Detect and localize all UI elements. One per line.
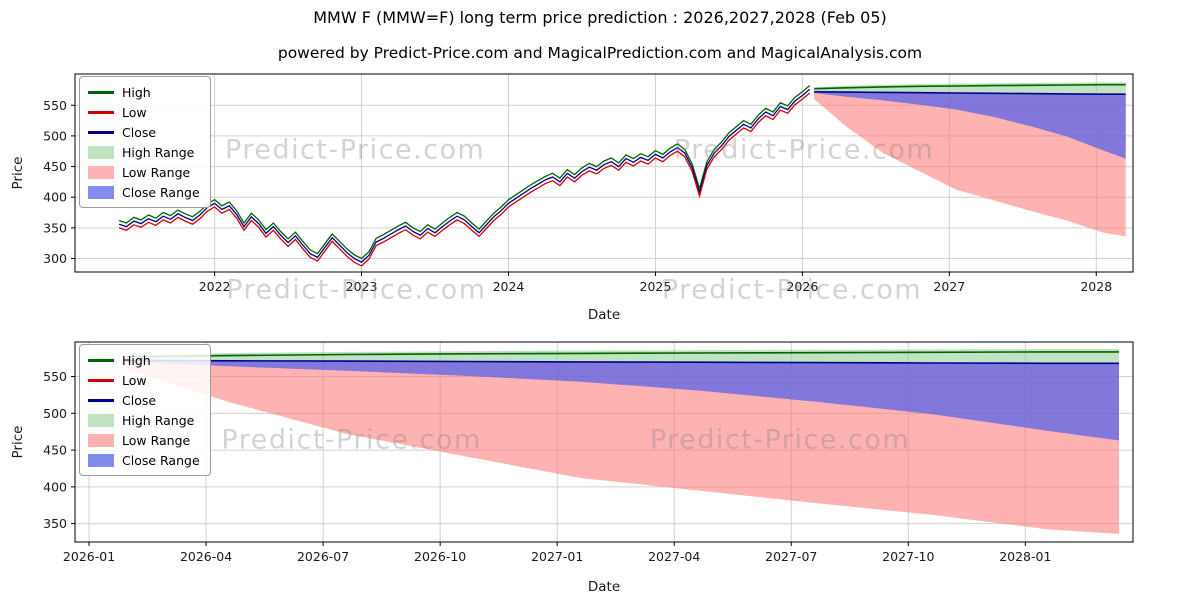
x-tick-label: 2026-10	[414, 549, 466, 564]
legend-item: Low	[88, 370, 200, 390]
close-line-prediction	[126, 359, 1119, 365]
legend-label: Low	[122, 104, 147, 120]
legend-label: High Range	[122, 412, 195, 428]
y-tick-label: 550	[43, 98, 67, 113]
high-line-prediction	[126, 351, 1119, 358]
x-tick-label: 2028	[1080, 279, 1112, 294]
legend-swatch-low	[88, 110, 114, 114]
y-axis-label: Price	[10, 157, 26, 190]
x-tick-label: 2026-04	[180, 549, 232, 564]
x-tick-label: 2027-04	[648, 549, 700, 564]
legend-item: High Range	[88, 142, 200, 162]
price-history-chart: 2022 2023 2024 2025 2026 2027 2028 300 350 400 450…	[0, 60, 1200, 328]
legend-item: High	[88, 350, 200, 370]
close-range-area	[814, 91, 1126, 159]
x-axis-label: Date	[588, 579, 620, 595]
chart-subtitle: powered by Predict-Price.com and Magical…	[277, 44, 923, 62]
x-tick-label: 2027	[933, 279, 965, 294]
y-tick-label: 300	[43, 251, 67, 266]
y-axis-label: Price	[10, 426, 26, 459]
y-tick-label: 400	[43, 479, 67, 494]
close-line-prediction	[814, 91, 1126, 95]
legend-label: Close	[122, 124, 157, 140]
legend-label: High	[122, 84, 151, 100]
legend-swatch-low	[88, 378, 114, 382]
plot-frame	[74, 341, 1134, 543]
legend-item: High Range	[88, 410, 200, 430]
legend-label: Low Range	[122, 164, 191, 180]
x-tick-label: 2024	[493, 279, 525, 294]
legend-label: Close Range	[122, 184, 200, 200]
legend-item: Close Range	[88, 450, 200, 470]
legend: High Low Close High Range Low Range Close Ran…	[79, 76, 211, 208]
legend-item: Low Range	[88, 162, 200, 182]
legend-label: High Range	[122, 144, 195, 160]
legend-label: Close	[122, 392, 157, 408]
y-tick-label: 450	[43, 159, 67, 174]
close-range-area	[126, 360, 1119, 441]
y-tick-label: 350	[43, 220, 67, 235]
legend-item: Close	[88, 122, 200, 142]
x-tick-label: 2027-01	[531, 549, 583, 564]
y-tick-label: 400	[43, 190, 67, 205]
y-tick-label: 500	[43, 128, 67, 143]
low-line-history	[118, 92, 811, 267]
legend-swatch-close	[88, 398, 114, 402]
high-line-history	[118, 85, 811, 260]
legend-swatch-low-range	[88, 433, 114, 447]
legend-swatch-high-range	[88, 413, 114, 427]
y-tick-label: 350	[43, 516, 67, 531]
legend-item: Close	[88, 390, 200, 410]
legend-label: Close Range	[122, 452, 200, 468]
x-tick-label: 2026	[786, 279, 818, 294]
prediction-zoom-plot: 2026-01 2026-04 2026-07 2026-10 2027-01 2027-…	[10, 341, 1134, 595]
legend-swatch-close-range	[88, 453, 114, 467]
legend: High Low Close High Range Low Range Close Ran…	[79, 344, 211, 476]
legend-swatch-high	[88, 90, 114, 94]
legend-item: High	[88, 82, 200, 102]
legend-swatch-high-range	[88, 145, 114, 159]
price-history-plot: 2022 2023 2024 2025 2026 2027 2028 300 350 400 450…	[10, 73, 1134, 323]
y-tick-label: 450	[43, 443, 67, 458]
chart-title: MMW F (MMW=F) long term price prediction…	[313, 8, 887, 27]
legend-swatch-high	[88, 358, 114, 362]
legend-item: Low	[88, 102, 200, 122]
x-tick-label: 2027-10	[882, 549, 934, 564]
y-tick-label: 500	[43, 406, 67, 421]
legend-item: Low Range	[88, 430, 200, 450]
plot-frame	[74, 73, 1134, 273]
legend-swatch-low-range	[88, 165, 114, 179]
x-tick-label: 2026-01	[63, 549, 115, 564]
x-tick-label: 2026-07	[297, 549, 349, 564]
prediction-zoom-chart: 2026-01 2026-04 2026-07 2026-10 2027-01 2027-…	[0, 330, 1200, 600]
x-tick-label: 2028-01	[999, 549, 1051, 564]
y-tick-label: 550	[43, 369, 67, 384]
close-line-history	[118, 88, 811, 263]
legend-item: Close Range	[88, 182, 200, 202]
legend-label: Low Range	[122, 432, 191, 448]
x-tick-label: 2023	[346, 279, 378, 294]
high-line-prediction	[814, 83, 1126, 90]
x-axis-label: Date	[588, 307, 620, 323]
legend-swatch-close	[88, 130, 114, 134]
x-tick-label: 2022	[199, 279, 231, 294]
legend-label: Low	[122, 372, 147, 388]
x-tick-label: 2027-07	[765, 549, 817, 564]
x-tick-label: 2025	[640, 279, 672, 294]
legend-swatch-close-range	[88, 185, 114, 199]
legend-label: High	[122, 352, 151, 368]
